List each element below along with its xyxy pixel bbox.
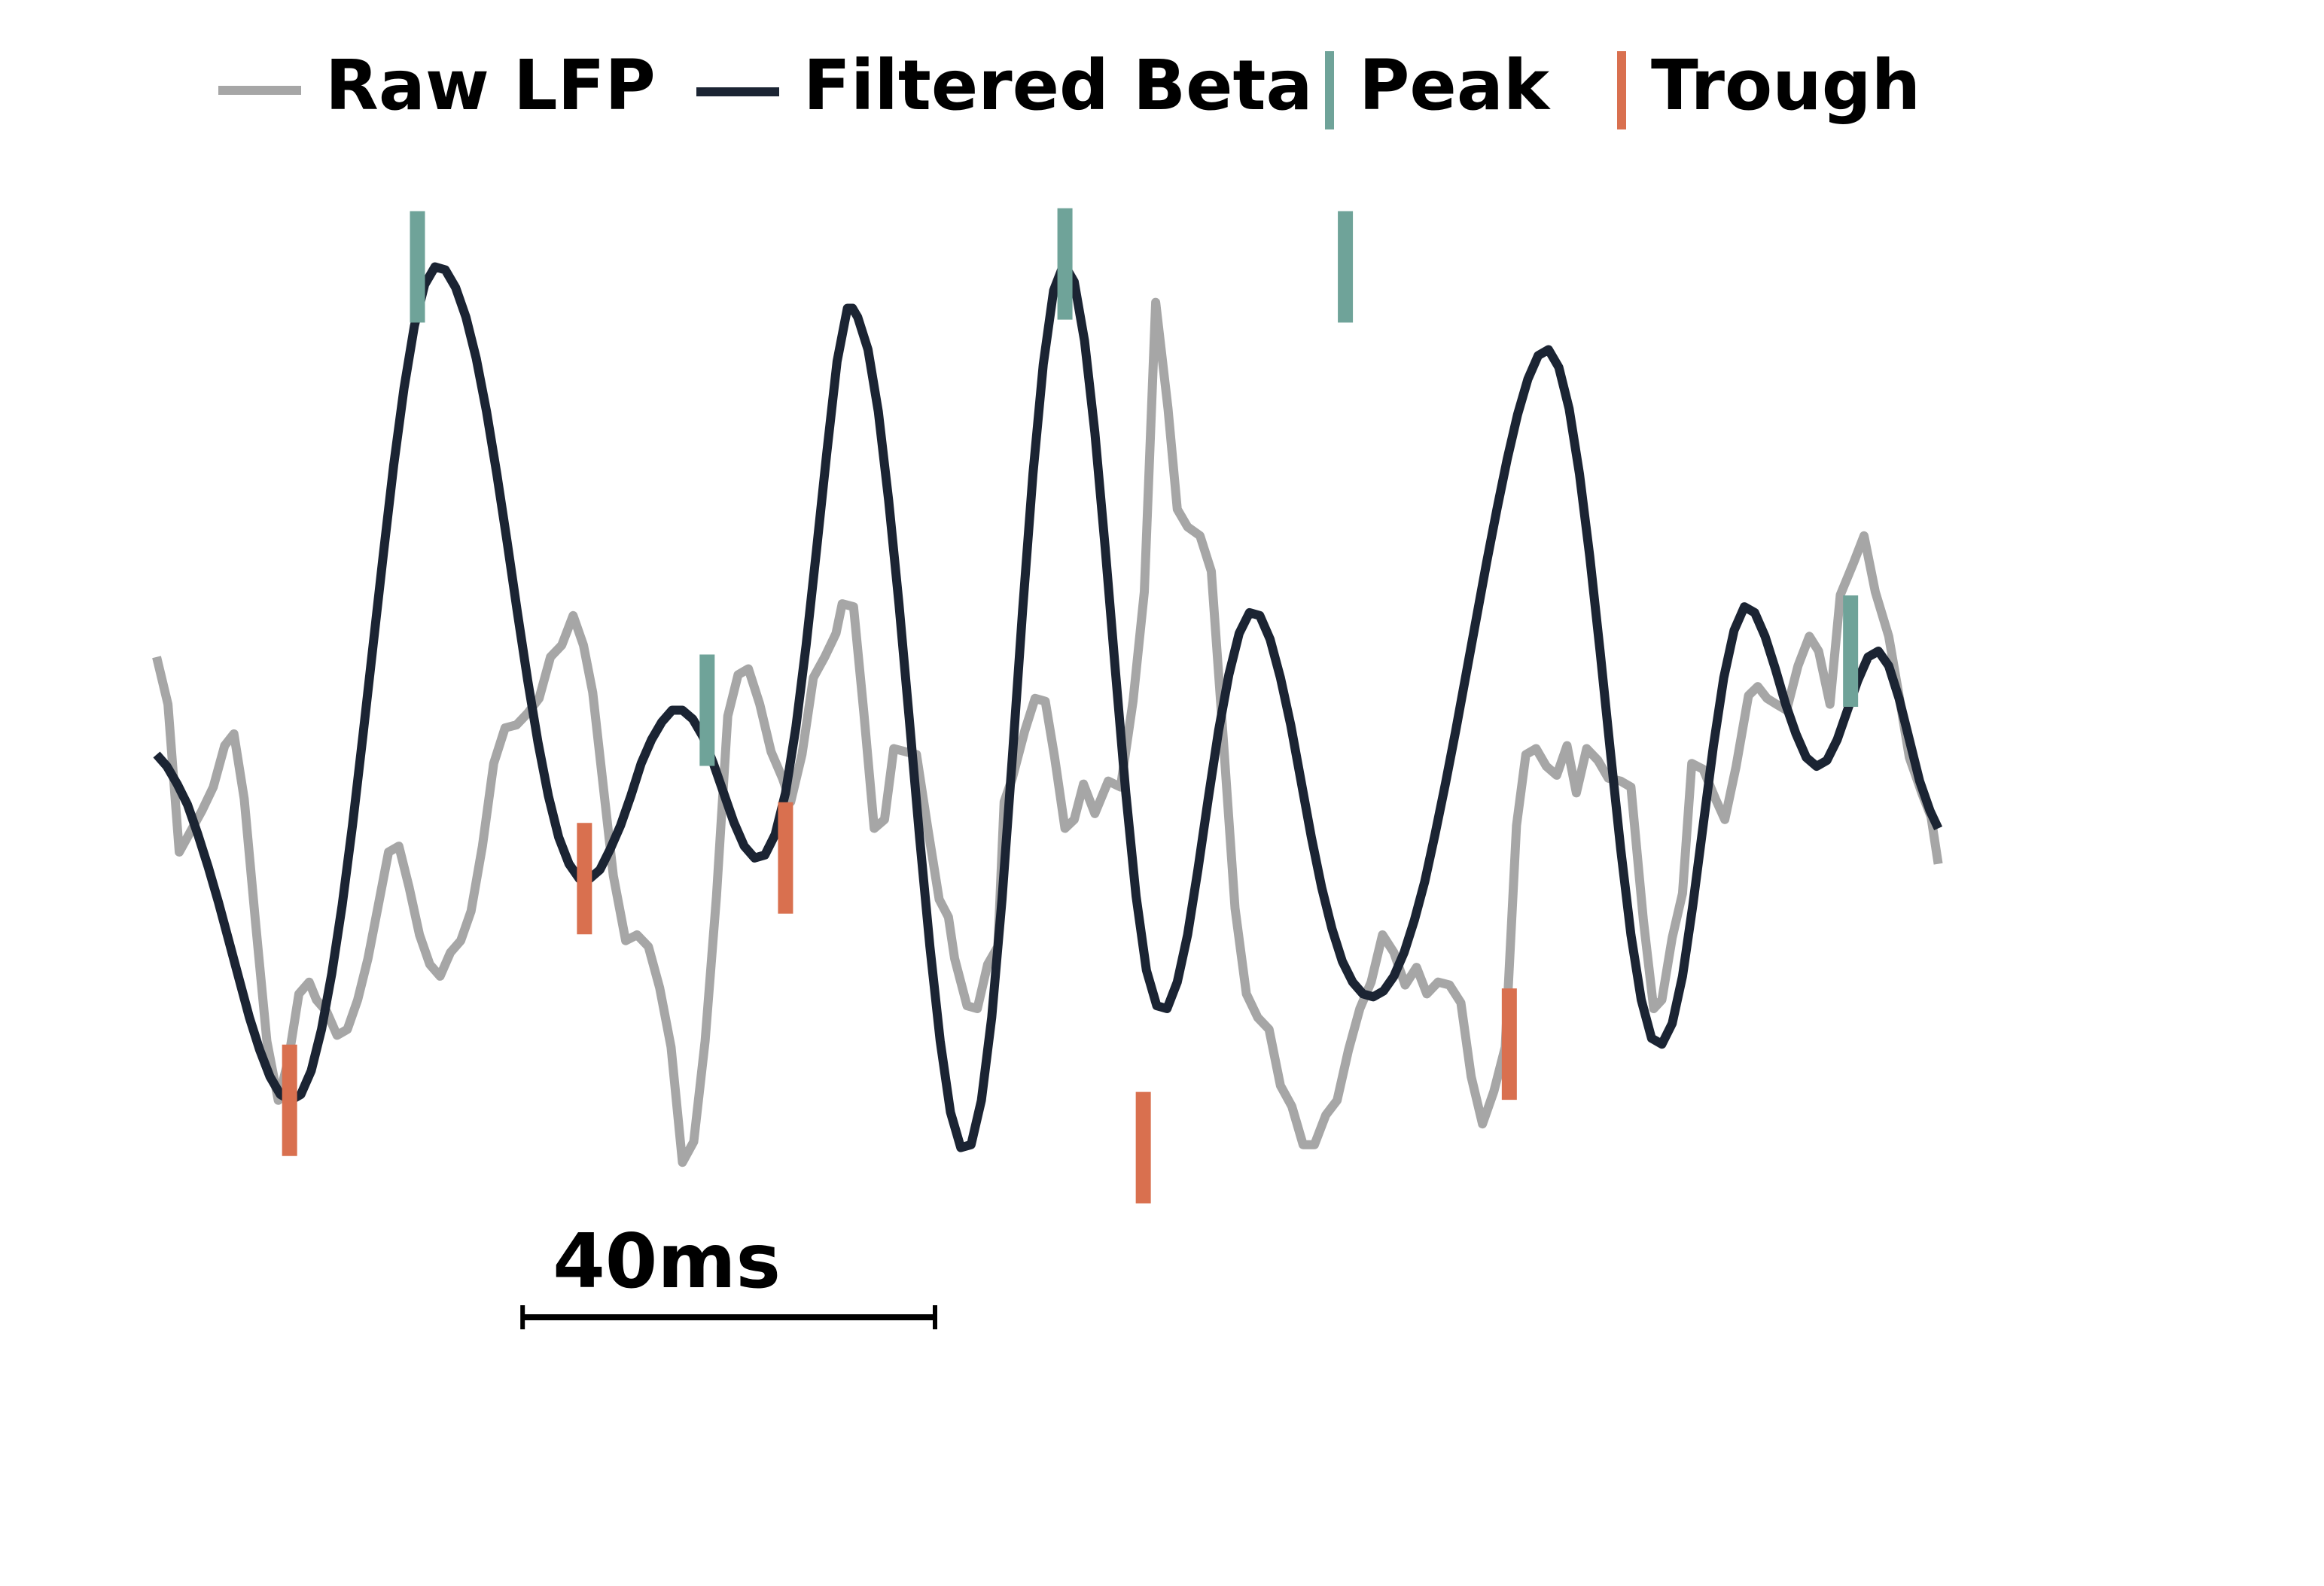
series-line-raw [152, 297, 1943, 1167]
legend-label-filtered-beta: Filtered Beta [803, 45, 1313, 126]
scale-bar-label: 40ms [553, 1217, 781, 1305]
legend-label-trough: Trough [1651, 45, 1920, 126]
plot-area [152, 208, 1943, 1204]
legend-label-peak: Peak [1359, 45, 1551, 126]
series-line-filtered [153, 259, 1943, 1152]
legend-label-raw-lfp: Raw LFP [325, 45, 656, 126]
scale-bar: 40ms [520, 1217, 938, 1329]
legend: Raw LFP Filtered Beta Peak Trough [218, 45, 1920, 129]
